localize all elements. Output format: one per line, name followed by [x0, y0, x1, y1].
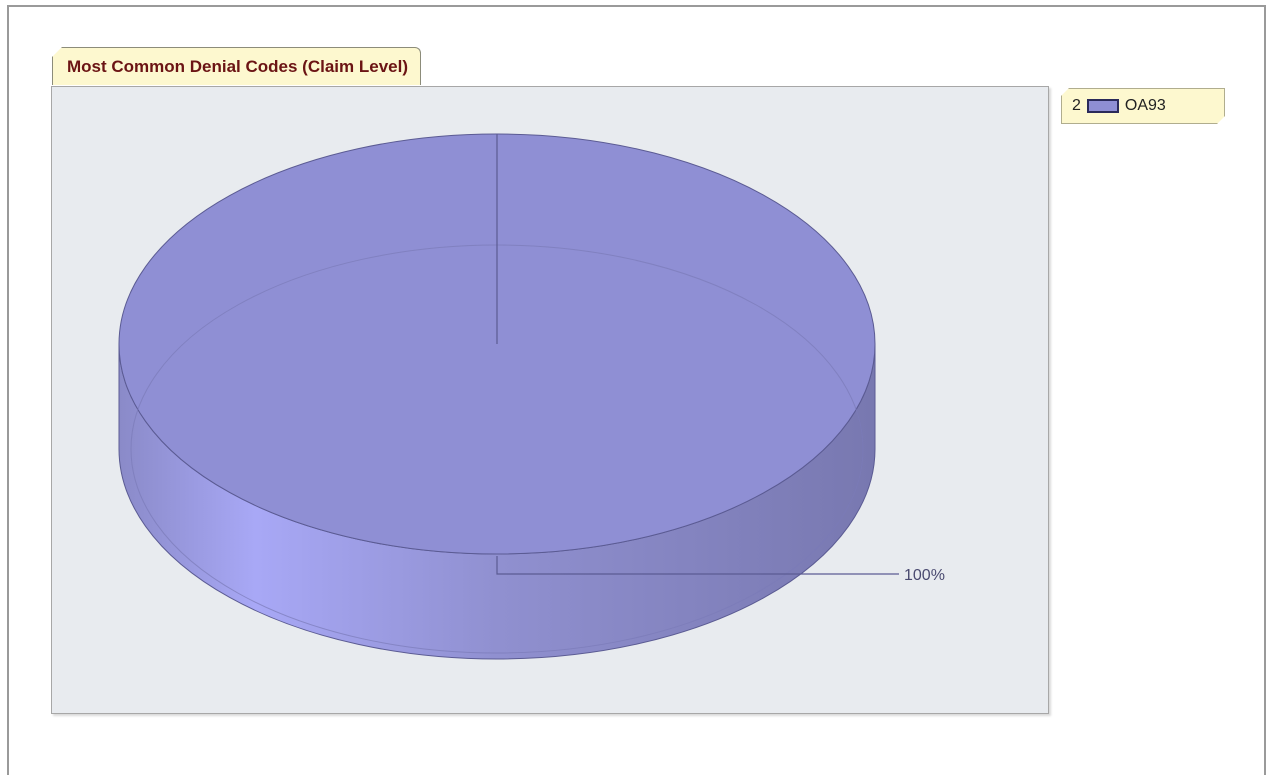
chart-title: Most Common Denial Codes (Claim Level) [67, 56, 408, 76]
legend-item-index: 2 [1072, 97, 1081, 114]
legend-item-label: OA93 [1124, 97, 1166, 114]
legend-swatch [1087, 99, 1119, 113]
percent-label: 100% [904, 567, 945, 584]
legend: 2 OA93 [1061, 88, 1225, 124]
chart-title-tab: Most Common Denial Codes (Claim Level) [52, 47, 421, 85]
percent-leader-line [496, 556, 899, 575]
